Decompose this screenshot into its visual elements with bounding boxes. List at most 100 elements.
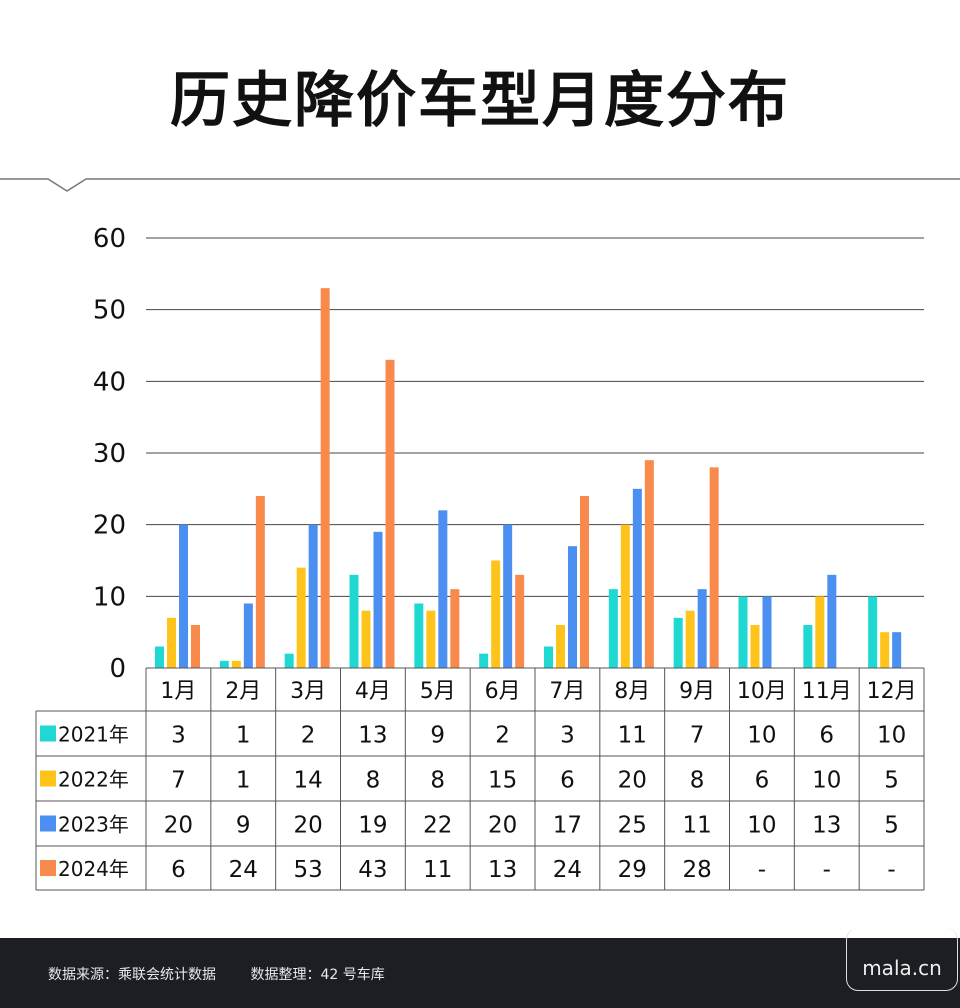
- bar-2023-9月: [697, 589, 707, 668]
- data-label: 3: [171, 723, 186, 749]
- bar-2022-5月: [426, 610, 436, 668]
- bar-2023-10月: [762, 596, 772, 668]
- y-tick-label: 60: [93, 224, 126, 254]
- data-label: 13: [488, 857, 517, 883]
- bar-2024-5月: [450, 589, 460, 668]
- data-label: 28: [682, 857, 711, 883]
- data-label: 25: [618, 813, 647, 839]
- data-compiled-by: 数据整理：42 号车库: [250, 967, 385, 983]
- bar-2021-4月: [349, 574, 359, 668]
- data-label: 6: [171, 857, 186, 883]
- bar-2024-4月: [385, 359, 395, 668]
- x-tick-label: 8月: [614, 679, 650, 704]
- bar-2022-11月: [815, 596, 825, 668]
- data-label: 53: [293, 857, 322, 883]
- data-label: 10: [747, 813, 776, 839]
- legend-swatch-2024: [40, 860, 56, 876]
- bar-2024-1月: [191, 625, 200, 668]
- x-tick-label: 6月: [485, 679, 521, 704]
- y-tick-label: 40: [93, 367, 126, 397]
- data-label: 7: [171, 768, 186, 794]
- y-tick-label: 50: [93, 296, 126, 326]
- data-label: 2: [495, 723, 510, 749]
- data-label: 2: [301, 723, 316, 749]
- data-label: 10: [747, 723, 776, 749]
- x-tick-label: 11月: [802, 679, 852, 704]
- bar-2021-1月: [155, 646, 164, 668]
- x-tick-label: 12月: [867, 679, 917, 704]
- bar-2021-6月: [479, 653, 489, 668]
- x-tick-label: 2月: [225, 679, 261, 704]
- bar-2024-2月: [255, 496, 265, 668]
- y-tick-label: 10: [93, 582, 126, 612]
- data-label: 10: [877, 723, 906, 749]
- header-divider: [0, 178, 960, 192]
- bar-2023-3月: [308, 524, 318, 668]
- data-label: 19: [358, 813, 387, 839]
- bar-2022-10月: [750, 625, 760, 668]
- page-title: 历史降价车型月度分布: [170, 66, 790, 136]
- bar-2022-9月: [685, 610, 695, 668]
- data-label: 29: [618, 857, 647, 883]
- bar-2021-11月: [803, 625, 813, 668]
- data-label: 13: [358, 723, 387, 749]
- x-tick-label: 7月: [549, 679, 585, 704]
- bar-2022-1月: [167, 617, 176, 668]
- data-label: 11: [423, 857, 452, 883]
- data-label: -: [823, 857, 831, 883]
- bar-2023-6月: [503, 524, 513, 668]
- bar-2023-8月: [632, 488, 642, 668]
- data-label: 20: [618, 768, 647, 794]
- y-tick-label: 20: [93, 511, 126, 541]
- data-label: 8: [690, 768, 705, 794]
- bar-2023-12月: [892, 632, 902, 668]
- bar-2021-2月: [219, 660, 229, 668]
- bar-2024-7月: [580, 496, 589, 668]
- data-label: 11: [618, 723, 647, 749]
- data-label: 9: [430, 723, 445, 749]
- site-logo: mala.cn: [846, 928, 958, 991]
- data-label: 7: [690, 723, 705, 749]
- data-label: 8: [430, 768, 445, 794]
- bar-2022-8月: [620, 524, 630, 668]
- bar-2023-5月: [438, 510, 448, 668]
- bar-2023-1月: [179, 524, 188, 668]
- data-label: 5: [884, 813, 899, 839]
- data-label: 20: [488, 813, 517, 839]
- bar-2021-7月: [544, 646, 553, 668]
- bar-2022-7月: [556, 625, 565, 668]
- bar-2021-3月: [284, 653, 294, 668]
- data-label: 6: [560, 768, 575, 794]
- bar-2024-9月: [709, 467, 719, 668]
- data-label: 6: [755, 768, 770, 794]
- bar-2023-11月: [827, 574, 837, 668]
- legend-label: 2023年: [58, 813, 129, 837]
- bar-2021-10月: [738, 596, 748, 668]
- chart: 0 10 20 30 40 50 60 1月 2月 3月 4月 5月 6月 7月 8月 9月 10月 11月 12月…: [0, 178, 960, 891]
- data-label: 20: [293, 813, 322, 839]
- bar-2022-6月: [491, 560, 501, 668]
- data-label: 13: [812, 813, 841, 839]
- x-tick-label: 9月: [679, 679, 715, 704]
- legend-swatch-2022: [40, 770, 56, 787]
- bar-2021-5月: [414, 603, 424, 668]
- y-tick-label: 0: [109, 654, 126, 684]
- x-tick-label: 10月: [737, 679, 787, 704]
- bar-2024-8月: [644, 460, 654, 668]
- data-label: 10: [812, 768, 841, 794]
- data-label: 22: [423, 813, 452, 839]
- footer: 数据来源：乘联会统计数据 数据整理：42 号车库 mala.cn: [0, 928, 960, 1008]
- x-tick-label: 5月: [420, 679, 456, 704]
- x-tick-label: 4月: [355, 679, 391, 704]
- bar-2023-4月: [373, 531, 383, 668]
- data-label: 43: [358, 857, 387, 883]
- bar-2023-2月: [243, 603, 253, 668]
- data-label: 20: [164, 813, 193, 839]
- data-label: -: [758, 857, 766, 883]
- y-tick-label: 30: [93, 439, 126, 469]
- data-label: 14: [293, 768, 322, 794]
- data-label: 1: [236, 768, 251, 794]
- data-source: 数据来源：乘联会统计数据: [48, 967, 216, 983]
- bar-2022-4月: [361, 610, 371, 668]
- x-tick-label: 3月: [290, 679, 326, 704]
